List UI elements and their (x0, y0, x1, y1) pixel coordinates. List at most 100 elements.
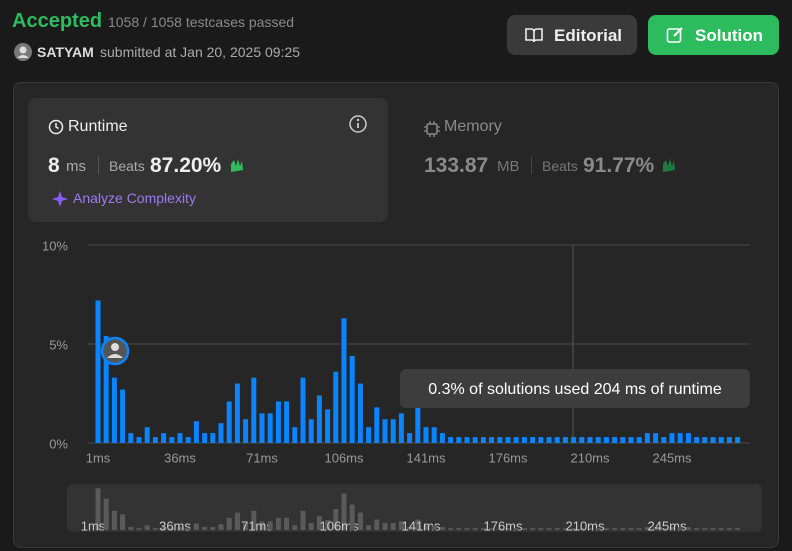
overview-bar (144, 525, 150, 530)
memory-value: 133.87 (424, 154, 489, 177)
overview-bar (333, 509, 339, 530)
bar (431, 427, 437, 443)
divider (98, 156, 99, 174)
overview-bar (300, 510, 306, 530)
overview-tick-label: 36ms (159, 518, 191, 533)
bar (472, 437, 478, 443)
overview-bar (308, 523, 314, 530)
user[interactable]: SATYAM (37, 44, 94, 60)
overview-tick-label: 245ms (647, 518, 687, 533)
overview-tick-label: 71ms (241, 518, 273, 533)
overview-bar (316, 516, 322, 530)
bar (243, 419, 249, 443)
bar (144, 427, 150, 443)
overview-bar (325, 520, 331, 530)
overview-bar (480, 528, 486, 530)
solution-button[interactable]: Solution (648, 15, 779, 55)
overview-bar (349, 504, 355, 530)
overview-bar (554, 528, 560, 530)
runtime-beats-label: Beats (109, 158, 145, 174)
bar (628, 437, 634, 443)
overview-bar (251, 510, 257, 530)
bar (259, 413, 265, 443)
overview-bar (587, 528, 593, 530)
bar (382, 419, 388, 443)
overview-bar (677, 527, 683, 530)
x-tick-label: 36ms (164, 450, 196, 465)
overview-bar (243, 523, 249, 530)
y-tick-label: 5% (49, 337, 68, 352)
user-marker-body (107, 354, 123, 358)
bar (521, 437, 527, 443)
bar (366, 427, 372, 443)
overview-bar (448, 528, 454, 530)
bar (587, 437, 593, 443)
overview-bar (95, 488, 101, 530)
overview-bar (521, 528, 527, 530)
bar (669, 433, 675, 443)
bar (464, 437, 470, 443)
editorial-label: Editorial (554, 26, 623, 45)
bar (735, 437, 741, 443)
bar (677, 433, 683, 443)
overview-bar (530, 528, 536, 530)
bar (538, 437, 544, 443)
overview-tick-label: 106ms (319, 518, 359, 533)
overview-bar (407, 527, 413, 530)
bar (177, 433, 183, 443)
bar (390, 419, 396, 443)
clap-icon (663, 159, 675, 172)
analyze-link[interactable]: Analyze Complexity (73, 190, 196, 206)
bar (554, 437, 560, 443)
memory-beats-label: Beats (542, 158, 578, 174)
runtime-card[interactable]: Runtime 8 ms Beats 87.20% Analyze Comple… (28, 98, 388, 222)
y-tick-label: 0% (49, 436, 68, 451)
overview-bar (234, 512, 240, 530)
sparkle-icon (52, 191, 68, 207)
overview-bar (210, 527, 216, 530)
bar (497, 437, 503, 443)
bar (726, 437, 732, 443)
bar (185, 437, 191, 443)
overview-bar (669, 527, 675, 530)
edit-icon (666, 27, 683, 43)
info-icon[interactable] (348, 114, 368, 134)
bar (316, 395, 322, 443)
memory-beats: 91.77% (583, 154, 655, 177)
overview-bar (620, 528, 626, 530)
bar (333, 371, 339, 443)
bar (694, 437, 700, 443)
clap-icon (231, 159, 243, 172)
bar (111, 377, 117, 443)
x-tick-label: 245ms (652, 450, 692, 465)
bar (398, 413, 404, 443)
bar (267, 413, 273, 443)
overview-box[interactable] (67, 484, 762, 532)
avatar[interactable] (13, 42, 33, 62)
bar (284, 401, 290, 443)
clock-icon (48, 119, 64, 135)
bar (300, 377, 306, 443)
editorial-button[interactable]: Editorial (507, 15, 637, 55)
bar (661, 437, 667, 443)
bar (152, 437, 158, 443)
overview-bar (513, 528, 519, 530)
bar (226, 401, 232, 443)
overview-tick-label: 1ms (81, 518, 106, 533)
overview-bar (456, 528, 462, 530)
y-tick-label: 10% (42, 238, 68, 253)
overview-bar (562, 528, 568, 530)
x-tick-label: 210ms (570, 450, 610, 465)
overview-bar (538, 528, 544, 530)
overview-bar (579, 528, 585, 530)
overview-bar (612, 528, 618, 530)
runtime-title: Runtime (68, 118, 128, 135)
bar (325, 409, 331, 443)
memory-card[interactable]: Memory 133.87 MB Beats 91.77% (424, 118, 675, 188)
bar (571, 437, 577, 443)
overview-bar (202, 527, 208, 530)
bar (562, 437, 568, 443)
tooltip: 0.3% of solutions used 204 ms of runtime (428, 381, 722, 398)
overview-bar (423, 525, 429, 530)
